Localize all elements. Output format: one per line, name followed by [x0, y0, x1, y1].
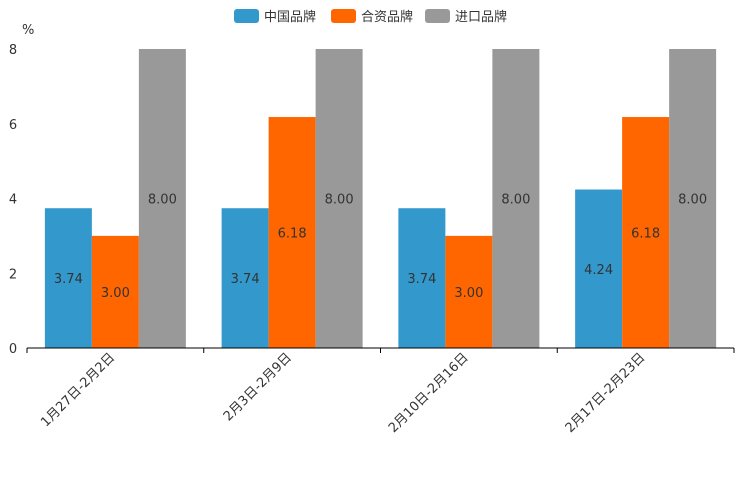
bar-3-4 [669, 49, 717, 348]
data-label-1-2: 3.74 [231, 272, 260, 287]
data-label-2-2: 6.18 [278, 227, 307, 242]
y-tick-label-8: 8 [9, 43, 17, 58]
data-label-1-4: 4.24 [584, 263, 613, 278]
data-label-1-1: 3.74 [54, 272, 83, 287]
bar-1-2 [221, 208, 269, 348]
legend-swatch-3 [425, 9, 450, 23]
x-tick-label-4: 2月17日-2月23日 [563, 350, 649, 436]
y-tick-label-0: 0 [9, 342, 17, 357]
data-labels: 3.74 3.00 8.00 3.74 6.18 8.00 3.74 3.00 8.00 4.24… [54, 193, 707, 301]
data-label-2-3: 3.00 [454, 286, 483, 301]
data-label-2-4: 6.18 [631, 227, 660, 242]
legend-label-1: 中国品牌 [264, 9, 316, 25]
data-label-3-3: 8.00 [501, 193, 530, 208]
data-label-2-1: 3.00 [101, 286, 130, 301]
legend-label-3: 进口品牌 [455, 9, 507, 25]
legend-label-2: 合资品牌 [361, 9, 413, 25]
bar-3-2 [315, 49, 363, 348]
y-axis-unit-label: % [22, 23, 34, 38]
bar-1-3 [398, 208, 446, 348]
data-label-1-3: 3.74 [407, 272, 436, 287]
y-axis: 0 2 4 6 8 [9, 43, 17, 357]
bar-1-1 [44, 208, 92, 348]
bar-2-1 [91, 235, 139, 348]
bar-3-3 [492, 49, 540, 348]
x-tick-label-2: 2月3日-2月9日 [221, 350, 295, 424]
x-tick-label-1: 1月27日-2月2日 [38, 350, 118, 430]
bar-1-4 [575, 189, 623, 348]
legend-swatch-1 [234, 9, 259, 23]
data-label-3-1: 8.00 [148, 193, 177, 208]
y-tick-label-4: 4 [9, 193, 17, 208]
y-tick-label-2: 2 [9, 267, 17, 282]
y-tick-label-6: 6 [9, 118, 17, 133]
bar-2-3 [445, 235, 493, 348]
bar-2-2 [268, 117, 316, 349]
x-tick-label-3: 2月10日-2月16日 [386, 350, 472, 436]
bars [44, 49, 717, 349]
data-label-3-2: 8.00 [325, 193, 354, 208]
bar-3-1 [138, 49, 186, 348]
data-label-3-4: 8.00 [678, 193, 707, 208]
bar-2-4 [622, 117, 670, 349]
legend: 中国品牌 合资品牌 进口品牌 [234, 9, 507, 25]
legend-swatch-2 [331, 9, 356, 23]
x-axis: 1月27日-2月2日 2月3日-2月9日 2月10日-2月16日 2月17日-2月23… [26, 348, 735, 436]
